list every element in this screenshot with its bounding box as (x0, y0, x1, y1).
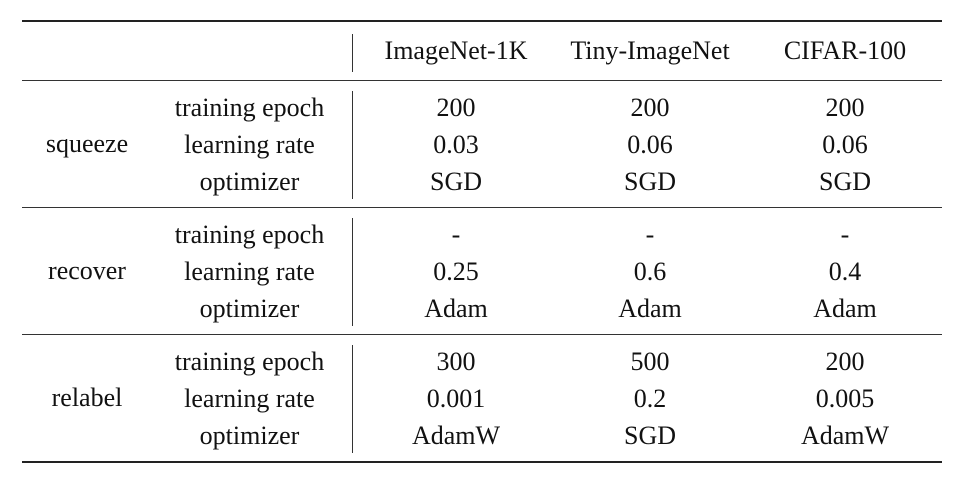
cell: - (451, 220, 461, 249)
param-label: optimizer (199, 294, 300, 323)
param-label: learning rate (184, 257, 315, 286)
param-labels: training epoch learning rate optimizer (157, 343, 342, 454)
values-imagenet-1k: - 0.25 Adam (360, 216, 552, 327)
column-header-cifar-100: CIFAR-100 (783, 36, 907, 65)
cell: 0.2 (633, 384, 667, 413)
cell: 0.03 (433, 130, 479, 159)
cell: Adam (618, 294, 682, 323)
cell: SGD (623, 421, 676, 450)
cell: 0.06 (822, 130, 868, 159)
cell: 0.25 (433, 257, 479, 286)
group-recover: recover training epoch learning rate opt… (22, 208, 942, 334)
values-cifar-100: - 0.4 Adam (748, 216, 942, 327)
param-label: optimizer (199, 421, 300, 450)
column-header-tiny-imagenet: Tiny-ImageNet (570, 36, 730, 65)
param-labels: training epoch learning rate optimizer (157, 89, 342, 200)
column-separator (352, 91, 353, 199)
cell: AdamW (800, 421, 890, 450)
param-labels: training epoch learning rate optimizer (157, 216, 342, 327)
cell: 0.6 (633, 257, 667, 286)
param-label: learning rate (184, 130, 315, 159)
group-label: squeeze (45, 129, 129, 158)
param-label: optimizer (199, 167, 300, 196)
cell: 0.06 (627, 130, 673, 159)
cell: SGD (429, 167, 482, 196)
cell: 500 (630, 347, 670, 376)
cell: 200 (825, 93, 865, 122)
values-cifar-100: 200 0.06 SGD (748, 89, 942, 200)
group-squeeze: squeeze training epoch learning rate opt… (22, 81, 942, 207)
cell: 0.001 (426, 384, 486, 413)
top-rule (22, 20, 942, 22)
bottom-rule (22, 461, 942, 463)
group-label: recover (48, 256, 126, 285)
cell: 0.4 (828, 257, 862, 286)
column-header-imagenet-1k: ImageNet-1K (384, 36, 528, 65)
group-label: relabel (51, 383, 123, 412)
column-separator (352, 218, 353, 326)
cell: Adam (813, 294, 877, 323)
header-rule (22, 80, 942, 81)
values-tiny-imagenet: 200 0.06 SGD (552, 89, 748, 200)
values-imagenet-1k: 300 0.001 AdamW (360, 343, 552, 454)
header-row: ImageNet-1K Tiny-ImageNet CIFAR-100 (22, 22, 942, 80)
values-imagenet-1k: 200 0.03 SGD (360, 89, 552, 200)
group-relabel: relabel training epoch learning rate opt… (22, 335, 942, 461)
values-tiny-imagenet: - 0.6 Adam (552, 216, 748, 327)
cell: AdamW (411, 421, 501, 450)
group-rule (22, 207, 942, 208)
param-label: training epoch (174, 347, 325, 376)
values-cifar-100: 200 0.005 AdamW (748, 343, 942, 454)
cell: SGD (818, 167, 871, 196)
param-label: training epoch (174, 93, 325, 122)
column-separator (352, 34, 353, 72)
cell: SGD (623, 167, 676, 196)
cell: 300 (436, 347, 476, 376)
values-tiny-imagenet: 500 0.2 SGD (552, 343, 748, 454)
cell: 0.005 (815, 384, 875, 413)
hyperparameter-table: ImageNet-1K Tiny-ImageNet CIFAR-100 sque… (22, 20, 942, 463)
cell: - (645, 220, 655, 249)
cell: Adam (424, 294, 488, 323)
param-label: learning rate (184, 384, 315, 413)
param-label: training epoch (174, 220, 325, 249)
cell: 200 (630, 93, 670, 122)
cell: 200 (825, 347, 865, 376)
cell: - (840, 220, 850, 249)
cell: 200 (436, 93, 476, 122)
group-rule (22, 334, 942, 335)
column-separator (352, 345, 353, 453)
